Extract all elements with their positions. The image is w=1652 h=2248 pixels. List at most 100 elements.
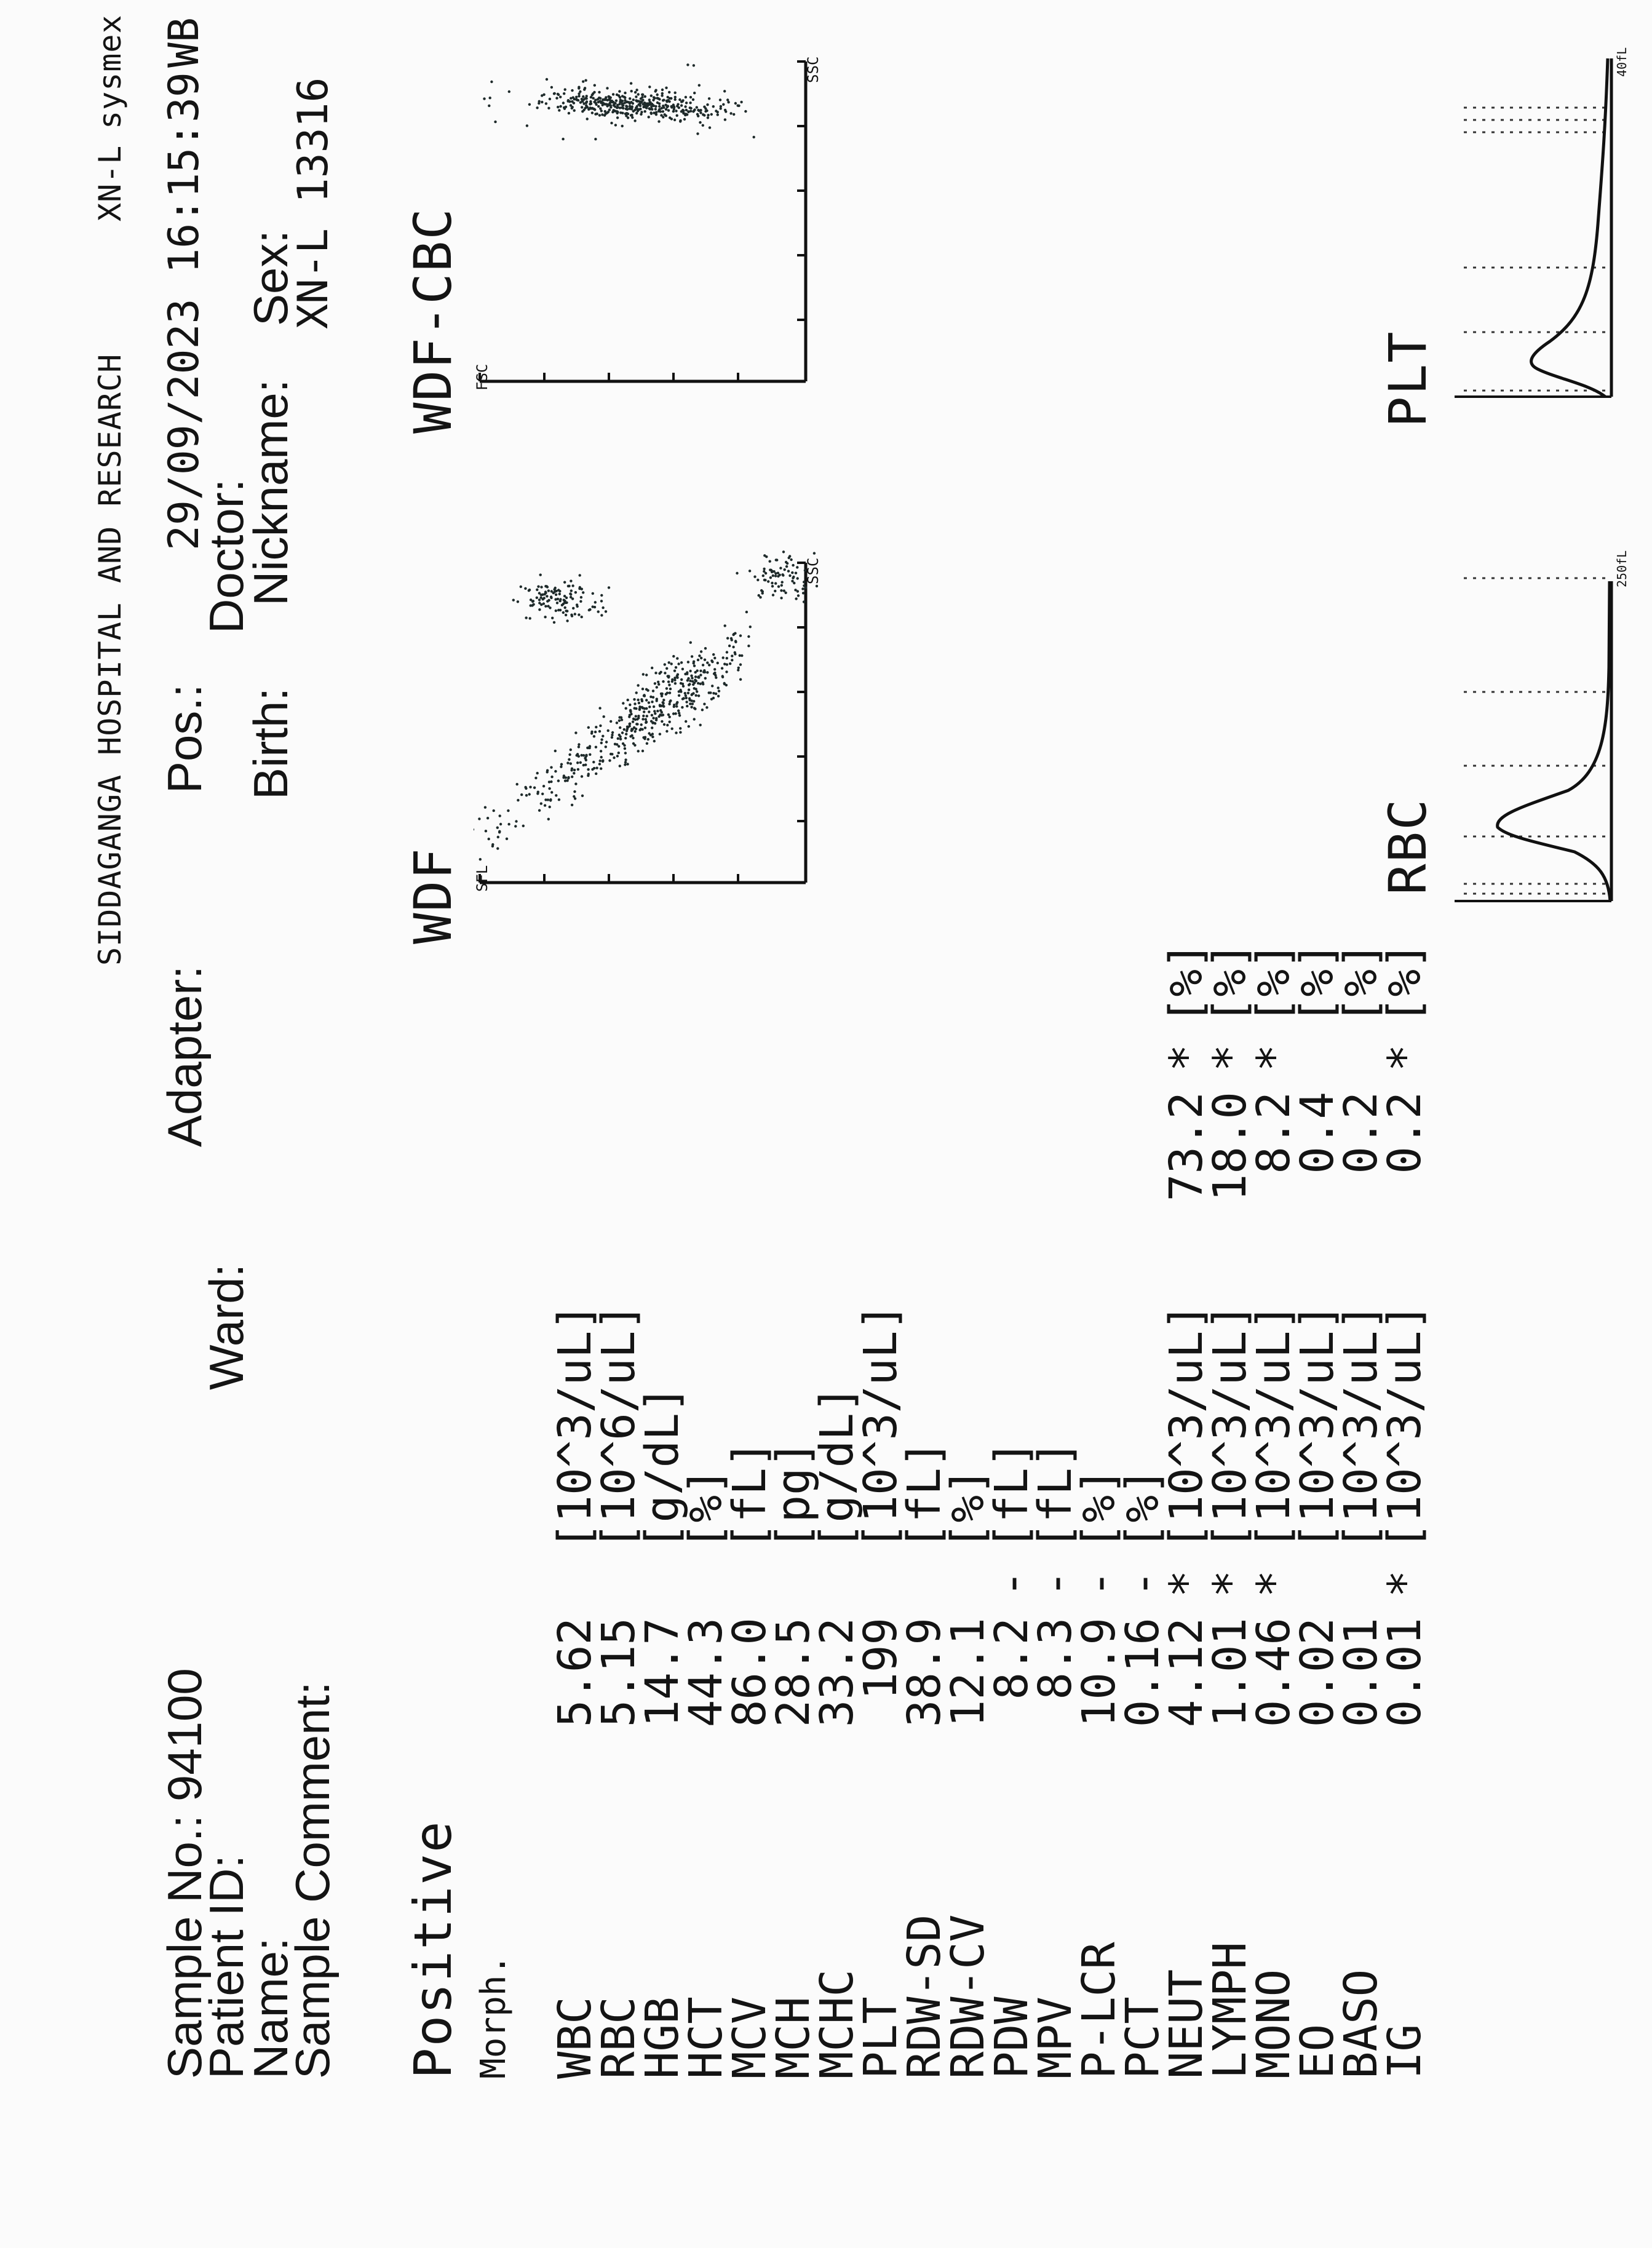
scatter-dot [641, 707, 645, 710]
rbc-histogram [1455, 577, 1613, 902]
scatter-dot [725, 663, 729, 666]
scatter-dot [693, 92, 696, 95]
scatter-dot [616, 116, 619, 119]
scatter-dot [593, 84, 597, 87]
scatter-dot [675, 705, 678, 708]
scatter-dot [557, 798, 561, 801]
scatter-dot [639, 728, 643, 731]
scatter-dot [656, 709, 659, 713]
scatter-dot [694, 694, 697, 697]
scatter-dot [694, 688, 697, 691]
scatter-dot [666, 723, 669, 727]
scatter-dot [689, 106, 693, 110]
scatter-dot [658, 672, 661, 675]
scatter-dot [660, 694, 664, 697]
scatter-dot [728, 644, 731, 648]
scatter-dot [611, 93, 615, 96]
scatter-dot [643, 694, 646, 697]
scatter-dot [579, 600, 582, 603]
ward-label: Ward: [199, 1263, 253, 1390]
scatter-dot [696, 113, 699, 116]
scatter-dot [599, 750, 603, 753]
scatter-dot [699, 673, 702, 677]
result-row: HGB 14.7 [g/dL] [636, 1181, 689, 2079]
scatter-dot [624, 758, 627, 761]
scatter-dot [600, 738, 603, 741]
scatter-dot [576, 98, 580, 102]
scatter-dot [665, 729, 669, 733]
scatter-dot [732, 645, 735, 649]
scatter-dot [535, 596, 539, 599]
scatter-dot [649, 101, 652, 104]
scatter-dot [496, 847, 499, 850]
scatter-dot [682, 697, 685, 700]
scatter-dot [723, 683, 726, 686]
scatter-dot [653, 111, 656, 114]
scatter-dot [667, 661, 670, 664]
scatter-dot [498, 814, 501, 817]
scatter-dot [703, 114, 706, 117]
scatter-dot [686, 691, 690, 694]
scatter-dot [559, 95, 562, 98]
scatter-dot [645, 673, 648, 677]
scatter-dot [566, 99, 570, 102]
scatter-dot [571, 597, 574, 600]
scatter-dot [557, 589, 560, 592]
plt-scale-label: 40fL [1614, 47, 1629, 77]
scatter-dot [666, 105, 669, 108]
scatter-dot [560, 765, 563, 768]
scatter-dot [696, 132, 699, 135]
scatter-dot [771, 585, 774, 588]
scatter-dot [708, 664, 711, 667]
scatter-dot [679, 727, 682, 730]
scatter-dot [672, 105, 675, 108]
scatter-dot [745, 610, 749, 614]
scatter-dot [483, 97, 486, 100]
scatter-dot [573, 109, 576, 112]
scatter-dot [796, 590, 800, 593]
scatter-dot [670, 117, 673, 121]
scatter-dot [543, 593, 546, 596]
scatter-dot [624, 763, 627, 766]
scatter-dot [678, 714, 681, 717]
scatter-dot [687, 688, 691, 691]
scatter-dot [764, 579, 767, 582]
scatter-dot [626, 113, 630, 116]
scatter-dot [653, 722, 657, 725]
scatter-dot [721, 656, 725, 659]
scatter-dot [734, 640, 737, 643]
scatter-dot [739, 634, 742, 637]
scatter-dot [804, 586, 808, 589]
scatter-dot [578, 743, 581, 746]
scatter-dot [622, 702, 625, 705]
scatter-dot [677, 694, 681, 697]
result-flag: - [1073, 1570, 1126, 1598]
differential-row: 73.2 * [%] [1160, 655, 1213, 1252]
scatter-dot [578, 586, 582, 589]
scatter-dot [704, 107, 707, 110]
scatter-dot [618, 765, 622, 768]
result-name: RBC [592, 1996, 645, 2079]
result-name: WBC [549, 1996, 602, 2079]
scatter-dot [780, 589, 783, 592]
scatter-dot [624, 736, 627, 740]
scatter-dot [546, 586, 549, 589]
scatter-dot [693, 718, 696, 721]
scatter-dot [640, 699, 644, 702]
scatter-dot [528, 793, 531, 796]
scatter-dot [681, 685, 685, 688]
scatter-dot [706, 671, 709, 674]
scatter-dot [659, 692, 663, 696]
scatter-dot [552, 621, 556, 624]
scatter-dot [597, 105, 600, 108]
scatter-dot [581, 794, 584, 797]
scatter-dot [670, 662, 673, 665]
scatter-dot [603, 114, 606, 117]
scatter-dot [576, 761, 579, 765]
result-name: HGB [636, 1996, 689, 2079]
report-datetime: 29/09/2023 16:15:39 [160, 72, 208, 550]
scatter-dot [554, 769, 557, 773]
scatter-dot [664, 103, 667, 106]
scatter-dot [635, 111, 638, 115]
scatter-dot [578, 92, 581, 95]
